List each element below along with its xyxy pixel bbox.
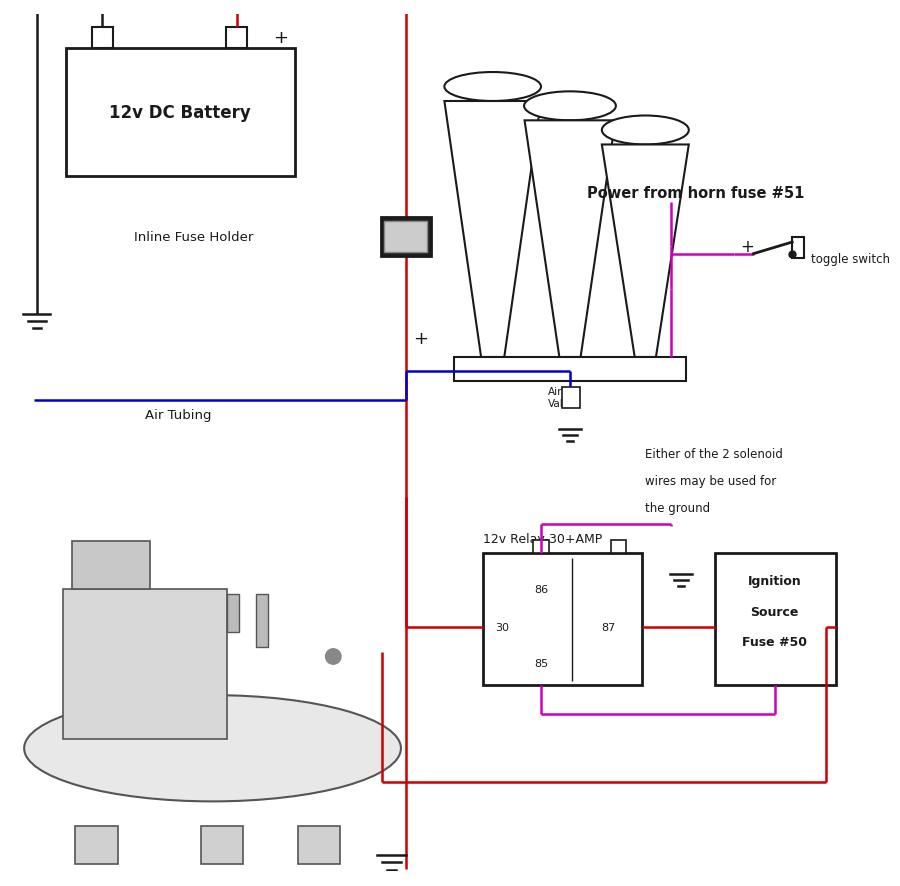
Ellipse shape: [445, 73, 541, 102]
Text: 85: 85: [534, 658, 548, 669]
Bar: [792, 238, 804, 260]
Text: Power from horn fuse #51: Power from horn fuse #51: [587, 186, 805, 201]
Text: 12v DC Battery: 12v DC Battery: [109, 104, 250, 121]
Text: 87: 87: [601, 623, 616, 633]
Text: toggle switch: toggle switch: [812, 253, 890, 266]
Bar: [381, 218, 431, 256]
Polygon shape: [525, 121, 616, 358]
Text: Valve: Valve: [548, 399, 576, 409]
Text: Fuse #50: Fuse #50: [742, 636, 807, 649]
Text: wires may be used for: wires may be used for: [645, 475, 777, 487]
Bar: [66, 49, 294, 177]
Bar: [384, 222, 427, 253]
Bar: [562, 387, 580, 408]
Text: +: +: [273, 29, 288, 47]
Bar: [201, 826, 243, 864]
Circle shape: [326, 649, 341, 664]
Ellipse shape: [524, 92, 616, 121]
Ellipse shape: [602, 116, 688, 145]
Text: the ground: the ground: [645, 501, 710, 515]
Text: 86: 86: [534, 584, 548, 595]
Text: Source: Source: [751, 605, 799, 618]
Text: Inline Fuse Holder: Inline Fuse Holder: [133, 230, 253, 244]
Bar: [63, 589, 227, 739]
Bar: [226, 27, 248, 49]
Text: 12v Relay-30+AMP: 12v Relay-30+AMP: [483, 532, 602, 546]
Bar: [227, 594, 239, 633]
Bar: [76, 826, 118, 864]
Text: 30: 30: [495, 623, 509, 633]
Text: +: +: [413, 330, 428, 347]
Ellipse shape: [24, 696, 400, 802]
Text: Air: Air: [548, 386, 562, 396]
Text: Ignition: Ignition: [748, 574, 802, 587]
Text: Either of the 2 solenoid: Either of the 2 solenoid: [645, 447, 783, 461]
Bar: [534, 540, 549, 554]
Bar: [454, 358, 686, 382]
Bar: [610, 540, 626, 554]
Bar: [298, 826, 340, 864]
Bar: [483, 554, 643, 686]
Polygon shape: [445, 102, 541, 358]
Bar: [256, 594, 267, 647]
Bar: [715, 554, 835, 686]
Text: Air Tubing: Air Tubing: [146, 409, 212, 422]
Bar: [73, 541, 149, 589]
Text: +: +: [740, 237, 754, 256]
Polygon shape: [602, 145, 688, 358]
Bar: [92, 27, 113, 49]
